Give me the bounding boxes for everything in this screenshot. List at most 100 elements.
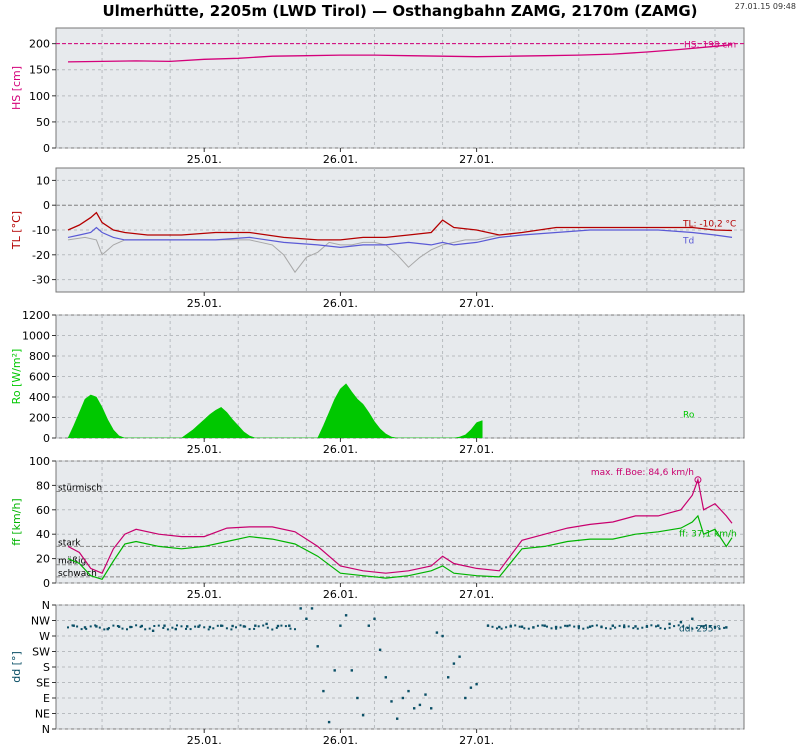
dd-point <box>253 627 256 630</box>
dd-point <box>339 624 342 627</box>
ytick-label: 200 <box>29 412 50 425</box>
dd-point <box>714 626 716 629</box>
ff-annotation: ff: 37,1 km/h <box>679 530 737 540</box>
dd-point <box>568 624 571 627</box>
dd-point <box>310 607 314 610</box>
xtick-label: 27.01. <box>459 297 494 310</box>
dd-point <box>203 626 206 629</box>
dd-point <box>500 627 503 630</box>
ytick-label: 20 <box>36 553 50 566</box>
dd-point <box>413 707 416 710</box>
dd-point <box>509 624 512 627</box>
dd-point <box>704 624 707 627</box>
ytick-label: 0 <box>43 432 50 445</box>
dd-point <box>350 669 353 672</box>
dd-point <box>72 624 75 627</box>
dd-point <box>117 625 121 628</box>
dd-point <box>185 627 187 630</box>
dd-point <box>378 648 382 651</box>
xtick-label: 27.01. <box>459 153 494 166</box>
dd-point <box>600 625 603 628</box>
ytick-label: 600 <box>29 371 50 384</box>
dd-point <box>634 625 637 628</box>
dd-point <box>498 625 501 629</box>
dd-point <box>126 628 128 631</box>
y-axis-label: dd [°] <box>10 651 23 683</box>
xtick-label: 25.01. <box>187 734 222 747</box>
dd-point <box>153 625 156 627</box>
dd-point <box>176 624 178 627</box>
dd-point <box>464 696 467 700</box>
xtick-label: 27.01. <box>459 443 494 456</box>
dd-point <box>595 624 598 627</box>
dd-point <box>384 676 387 679</box>
dd-point <box>452 662 456 665</box>
dd-point <box>390 700 393 703</box>
dd-point <box>327 720 331 724</box>
dd-point <box>655 625 657 628</box>
dd-point <box>166 628 169 631</box>
dd-point <box>144 628 147 631</box>
dd-point <box>98 626 101 629</box>
ytick-label: 10 <box>36 174 50 187</box>
dd-point <box>691 627 694 630</box>
dd-point <box>700 625 703 628</box>
threshold-label: stürmisch <box>58 484 102 494</box>
dd-point <box>367 624 370 627</box>
dd-point <box>316 645 319 648</box>
dd-point <box>430 707 433 710</box>
dd-point <box>532 626 535 629</box>
dd-point <box>248 628 251 631</box>
dd-point <box>554 625 558 629</box>
ytick-label: -30 <box>32 274 50 287</box>
dd-point <box>94 624 97 627</box>
dd-point <box>71 624 74 627</box>
tl-annotation: TL: -10,2 °C <box>682 219 736 229</box>
dd-point <box>76 625 79 628</box>
dd-point <box>505 626 508 629</box>
dd-point <box>401 696 404 700</box>
dd-point <box>148 627 151 630</box>
dd-point <box>221 624 224 627</box>
ytick-label: 60 <box>36 504 50 517</box>
xtick-label: 25.01. <box>187 153 222 166</box>
dd-point <box>546 625 548 628</box>
dd-point <box>130 626 133 628</box>
dd-point <box>198 624 201 627</box>
dd-point <box>566 624 569 628</box>
dd-point <box>163 624 166 627</box>
dd-point <box>129 625 132 629</box>
dd-point <box>271 628 274 631</box>
dd-point <box>418 703 422 707</box>
dd-point <box>657 624 660 627</box>
dd-annotation: dd: 295 ° <box>679 624 721 634</box>
series-hs-line <box>67 44 733 63</box>
dd-point <box>725 626 728 629</box>
dd-point <box>103 628 106 631</box>
xtick-label: 26.01. <box>323 297 358 310</box>
xtick-label: 26.01. <box>323 734 358 747</box>
ytick-label: SE <box>36 677 50 690</box>
threshold-label: mäßig <box>58 557 86 567</box>
ytick-label: 100 <box>29 455 50 468</box>
dd-point <box>718 627 721 630</box>
dd-point <box>709 625 712 628</box>
dd-point <box>85 627 88 630</box>
dd-point <box>491 625 494 628</box>
dd-point <box>212 627 215 630</box>
dd-point <box>373 617 376 620</box>
ytick-label: 200 <box>29 38 50 51</box>
dd-point <box>231 624 234 628</box>
ytick-label: E <box>43 692 50 705</box>
ytick-label: 0 <box>43 142 50 155</box>
max-point-marker <box>694 476 702 484</box>
panel-hs <box>55 27 745 149</box>
dd-point <box>435 631 439 634</box>
hs-annotation: HS: 198 cm <box>684 41 736 51</box>
series-ro-area <box>67 383 483 438</box>
xtick-label: 27.01. <box>459 588 494 601</box>
dd-point <box>216 624 219 627</box>
dd-point <box>677 624 680 627</box>
ytick-label: -20 <box>32 249 50 262</box>
